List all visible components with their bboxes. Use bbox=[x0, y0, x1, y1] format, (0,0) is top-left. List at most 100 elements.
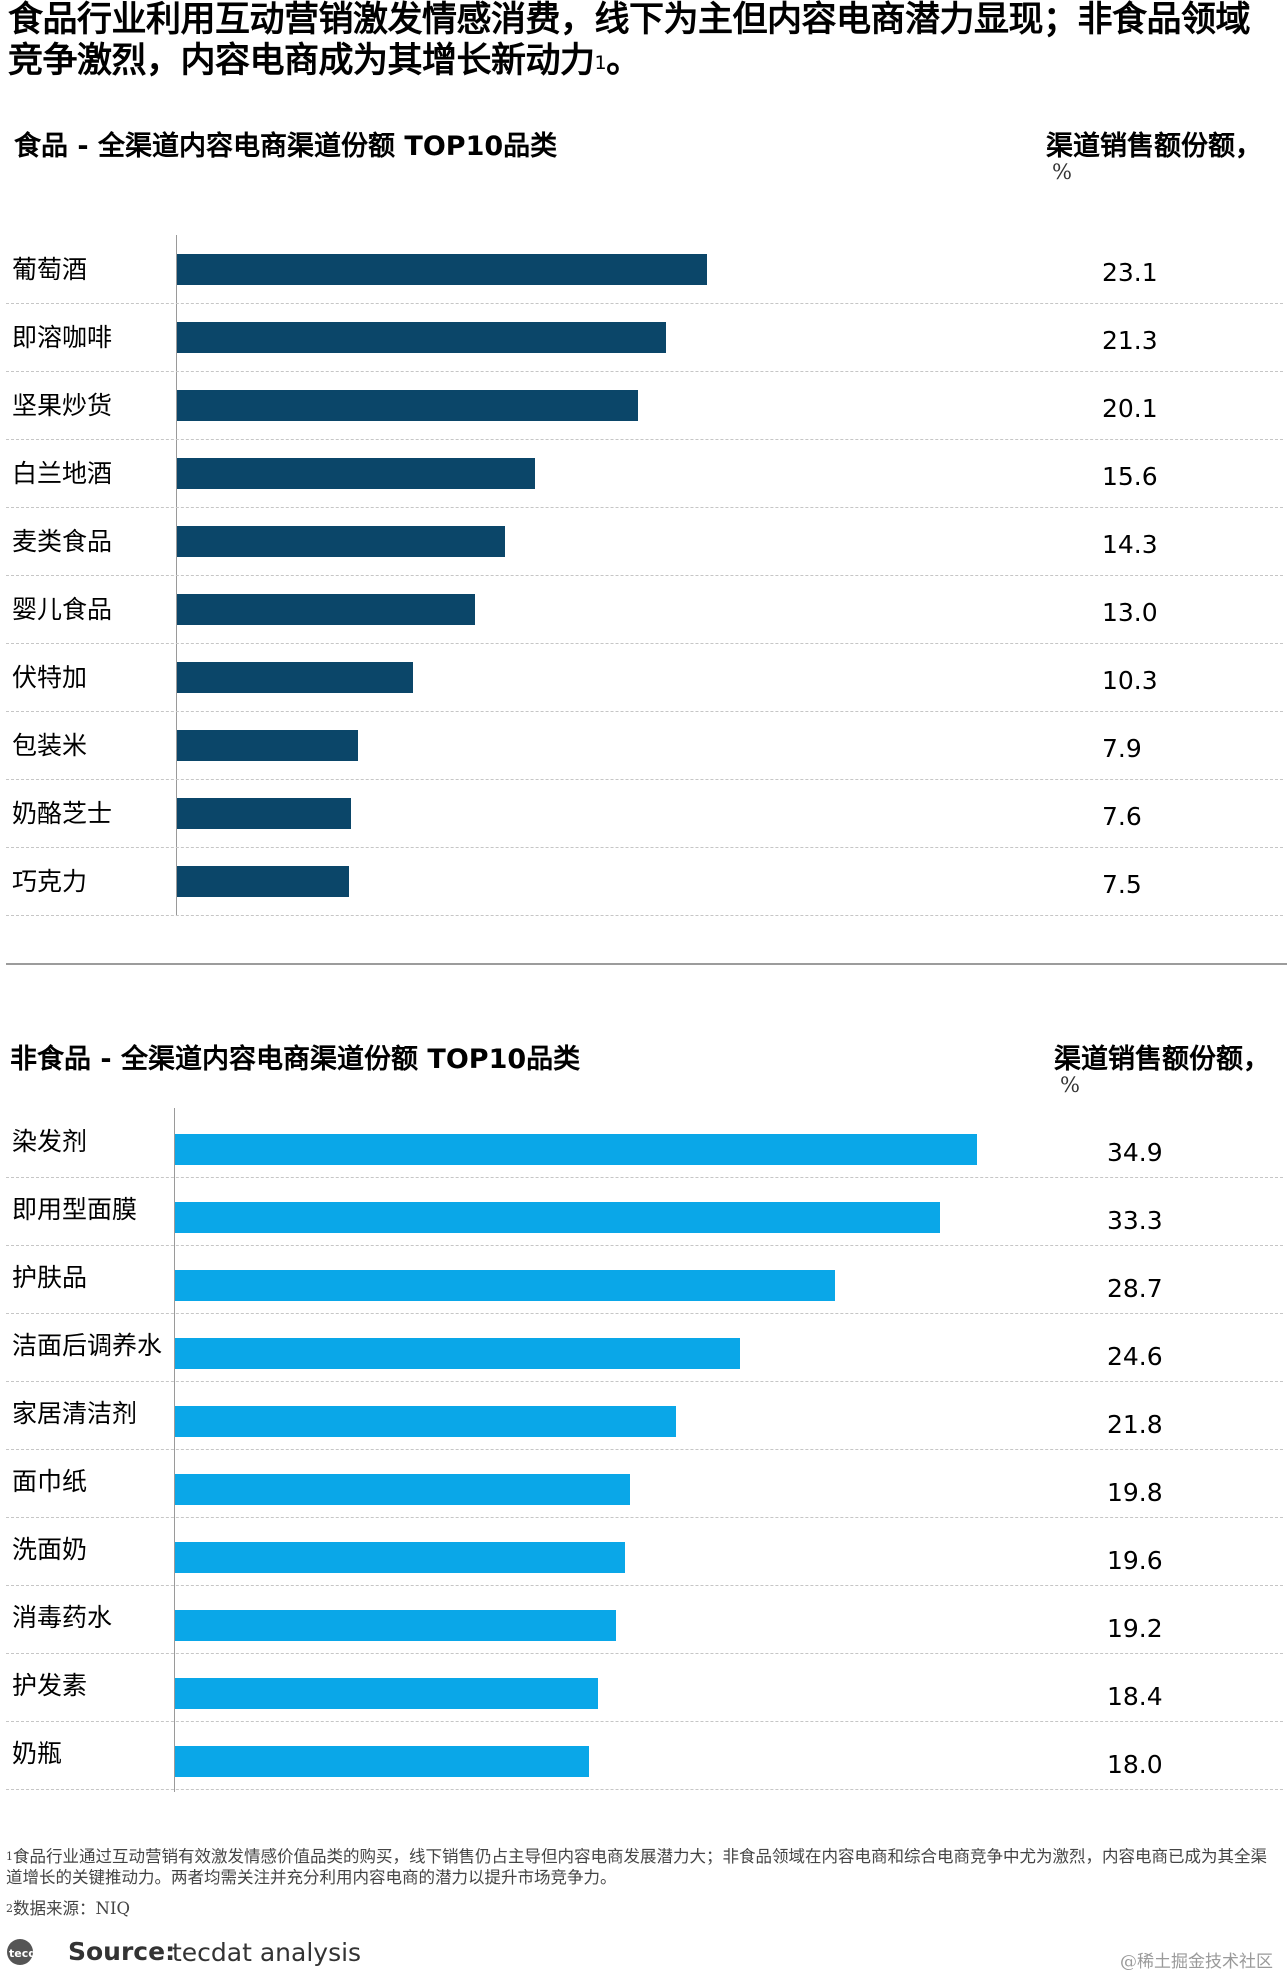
tecdat-logo-icon: tecdat bbox=[7, 1939, 49, 1965]
nonfood-chart-row: 即用型面膜 33.3 bbox=[6, 1178, 1283, 1246]
food-unit-label: 渠道销售额份额， bbox=[1046, 131, 1262, 162]
nonfood-category-label: 护肤品 bbox=[12, 1263, 88, 1292]
food-bar bbox=[177, 390, 638, 421]
section-divider bbox=[6, 963, 1287, 965]
nonfood-unit-percent: % bbox=[1060, 1073, 1080, 1097]
food-value-label: 15.6 bbox=[1102, 462, 1158, 491]
food-category-label: 巧克力 bbox=[12, 867, 88, 896]
food-chart-row: 白兰地酒 15.6 bbox=[6, 440, 1283, 508]
nonfood-section-title: 非食品 - 全渠道内容电商渠道份额 TOP10品类 bbox=[10, 1044, 581, 1075]
food-value-label: 23.1 bbox=[1102, 258, 1158, 287]
footnote-1-marker: 1 bbox=[6, 1850, 13, 1863]
food-value-label: 7.5 bbox=[1102, 870, 1142, 899]
nonfood-chart-row: 染发剂 34.9 bbox=[6, 1110, 1283, 1178]
food-bar bbox=[177, 594, 475, 625]
nonfood-category-label: 家居清洁剂 bbox=[12, 1399, 138, 1428]
food-category-label: 包装米 bbox=[12, 731, 88, 760]
nonfood-bar bbox=[175, 1746, 589, 1777]
food-section-title: 食品 - 全渠道内容电商渠道份额 TOP10品类 bbox=[14, 131, 558, 162]
nonfood-value-label: 18.4 bbox=[1107, 1682, 1163, 1711]
headline-footnote-ref: 1 bbox=[594, 52, 607, 74]
food-value-label: 21.3 bbox=[1102, 326, 1158, 355]
nonfood-category-label: 消毒药水 bbox=[12, 1603, 113, 1632]
nonfood-bar bbox=[175, 1610, 616, 1641]
food-category-label: 葡萄酒 bbox=[12, 255, 88, 284]
food-chart-row: 伏特加 10.3 bbox=[6, 644, 1283, 712]
food-bar bbox=[177, 254, 707, 285]
nonfood-chart-row: 消毒药水 19.2 bbox=[6, 1586, 1283, 1654]
footnote-1: 1食品行业通过互动营销有效激发情感价值品类的购买，线下销售仍占主导但内容电商发展… bbox=[6, 1846, 1281, 1888]
food-value-label: 20.1 bbox=[1102, 394, 1158, 423]
nonfood-chart-row: 洁面后调养水 24.6 bbox=[6, 1314, 1283, 1382]
food-chart-row: 奶酪芝士 7.6 bbox=[6, 780, 1283, 848]
food-value-label: 7.6 bbox=[1102, 802, 1142, 831]
food-value-label: 10.3 bbox=[1102, 666, 1158, 695]
nonfood-category-label: 面巾纸 bbox=[12, 1467, 88, 1496]
source-label: Source: bbox=[68, 1937, 176, 1966]
nonfood-chart-row: 家居清洁剂 21.8 bbox=[6, 1382, 1283, 1450]
nonfood-category-label: 奶瓶 bbox=[12, 1739, 63, 1768]
nonfood-unit-label: 渠道销售额份额， bbox=[1054, 1044, 1270, 1075]
nonfood-bar bbox=[175, 1474, 630, 1505]
nonfood-category-label: 即用型面膜 bbox=[12, 1195, 138, 1224]
food-chart-row: 包装米 7.9 bbox=[6, 712, 1283, 780]
food-chart-row: 麦类食品 14.3 bbox=[6, 508, 1283, 576]
source-text: tecdat analysis bbox=[172, 1938, 362, 1967]
footnote-2: 2数据来源：NIQ bbox=[6, 1898, 1281, 1919]
logo-text: tecdat bbox=[9, 1947, 49, 1960]
footnote-2-text: 数据来源：NIQ bbox=[13, 1899, 130, 1918]
food-category-label: 婴儿食品 bbox=[12, 595, 113, 624]
nonfood-value-label: 33.3 bbox=[1107, 1206, 1163, 1235]
nonfood-value-label: 34.9 bbox=[1107, 1138, 1163, 1167]
nonfood-value-label: 18.0 bbox=[1107, 1750, 1163, 1779]
food-chart-row: 婴儿食品 13.0 bbox=[6, 576, 1283, 644]
nonfood-bar bbox=[175, 1542, 625, 1573]
food-value-label: 14.3 bbox=[1102, 530, 1158, 559]
headline-text: 食品行业利用互动营销激发情感消费，线下为主但内容电商潜力显现；非食品领域竞争激烈… bbox=[8, 0, 1251, 81]
food-unit-percent: % bbox=[1052, 160, 1072, 184]
nonfood-category-label: 染发剂 bbox=[12, 1127, 88, 1156]
food-bar bbox=[177, 322, 666, 353]
nonfood-bar bbox=[175, 1270, 835, 1301]
nonfood-bar bbox=[175, 1134, 977, 1165]
food-bar bbox=[177, 526, 505, 557]
nonfood-bar bbox=[175, 1338, 740, 1369]
nonfood-chart-row: 护肤品 28.7 bbox=[6, 1246, 1283, 1314]
food-bar bbox=[177, 798, 351, 829]
footnote-1-text: 食品行业通过互动营销有效激发情感价值品类的购买，线下销售仍占主导但内容电商发展潜… bbox=[6, 1847, 1267, 1887]
nonfood-value-label: 28.7 bbox=[1107, 1274, 1163, 1303]
food-chart-row: 巧克力 7.5 bbox=[6, 848, 1283, 916]
food-bar bbox=[177, 866, 349, 897]
nonfood-axis-line bbox=[174, 1108, 175, 1792]
food-category-label: 即溶咖啡 bbox=[12, 323, 113, 352]
headline: 食品行业利用互动营销激发情感消费，线下为主但内容电商潜力显现；非食品领域竞争激烈… bbox=[8, 0, 1251, 81]
nonfood-value-label: 19.8 bbox=[1107, 1478, 1163, 1507]
nonfood-chart-row: 奶瓶 18.0 bbox=[6, 1722, 1283, 1790]
food-value-label: 7.9 bbox=[1102, 734, 1142, 763]
food-category-label: 麦类食品 bbox=[12, 527, 113, 556]
nonfood-category-label: 洁面后调养水 bbox=[12, 1331, 163, 1360]
source-row: tecdat Source: tecdat analysis @稀土掘金技术社区 bbox=[6, 1935, 1281, 1972]
nonfood-value-label: 21.8 bbox=[1107, 1410, 1163, 1439]
nonfood-chart-row: 护发素 18.4 bbox=[6, 1654, 1283, 1722]
nonfood-chart-row: 洗面奶 19.6 bbox=[6, 1518, 1283, 1586]
nonfood-value-label: 19.6 bbox=[1107, 1546, 1163, 1575]
nonfood-chart-row: 面巾纸 19.8 bbox=[6, 1450, 1283, 1518]
nonfood-category-label: 护发素 bbox=[12, 1671, 88, 1700]
watermark: @稀土掘金技术社区 bbox=[1120, 1952, 1273, 1972]
nonfood-value-label: 19.2 bbox=[1107, 1614, 1163, 1643]
food-bar bbox=[177, 662, 413, 693]
food-category-label: 奶酪芝士 bbox=[12, 799, 113, 828]
nonfood-category-label: 洗面奶 bbox=[12, 1535, 88, 1564]
food-category-label: 白兰地酒 bbox=[12, 459, 113, 488]
nonfood-bar bbox=[175, 1406, 676, 1437]
nonfood-value-label: 24.6 bbox=[1107, 1342, 1163, 1371]
food-chart-row: 即溶咖啡 21.3 bbox=[6, 304, 1283, 372]
nonfood-bar bbox=[175, 1202, 940, 1233]
nonfood-bar bbox=[175, 1678, 598, 1709]
food-bar bbox=[177, 458, 535, 489]
food-chart-row: 葡萄酒 23.1 bbox=[6, 236, 1283, 304]
food-bar bbox=[177, 730, 358, 761]
food-value-label: 13.0 bbox=[1102, 598, 1158, 627]
footnote-2-marker: 2 bbox=[6, 1902, 13, 1915]
